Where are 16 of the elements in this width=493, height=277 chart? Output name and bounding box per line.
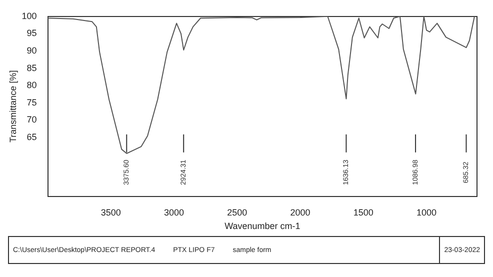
x-axis-title: Wavenumber cm-1 — [224, 221, 300, 232]
y-tick-label: 65 — [26, 132, 37, 142]
y-tick-label: 70 — [26, 114, 37, 125]
x-tick-label: 2500 — [227, 207, 248, 218]
x-tick-label: 1000 — [416, 207, 437, 218]
y-tick-label: 75 — [26, 97, 37, 108]
x-tick-label: 3500 — [100, 207, 121, 218]
y-tick-label: 95 — [26, 28, 37, 38]
y-tick-label: 100 — [22, 10, 37, 21]
x-tick-label: 3000 — [164, 207, 184, 218]
y-tick-label: 80 — [26, 80, 37, 90]
y-tick-label: 85 — [26, 62, 37, 73]
x-tick-label: 2000 — [290, 207, 310, 218]
x-tick-label: 1500 — [353, 207, 374, 218]
y-tick-label: 90 — [26, 46, 37, 56]
y-axis-title: Transmittance [%] — [8, 70, 18, 142]
